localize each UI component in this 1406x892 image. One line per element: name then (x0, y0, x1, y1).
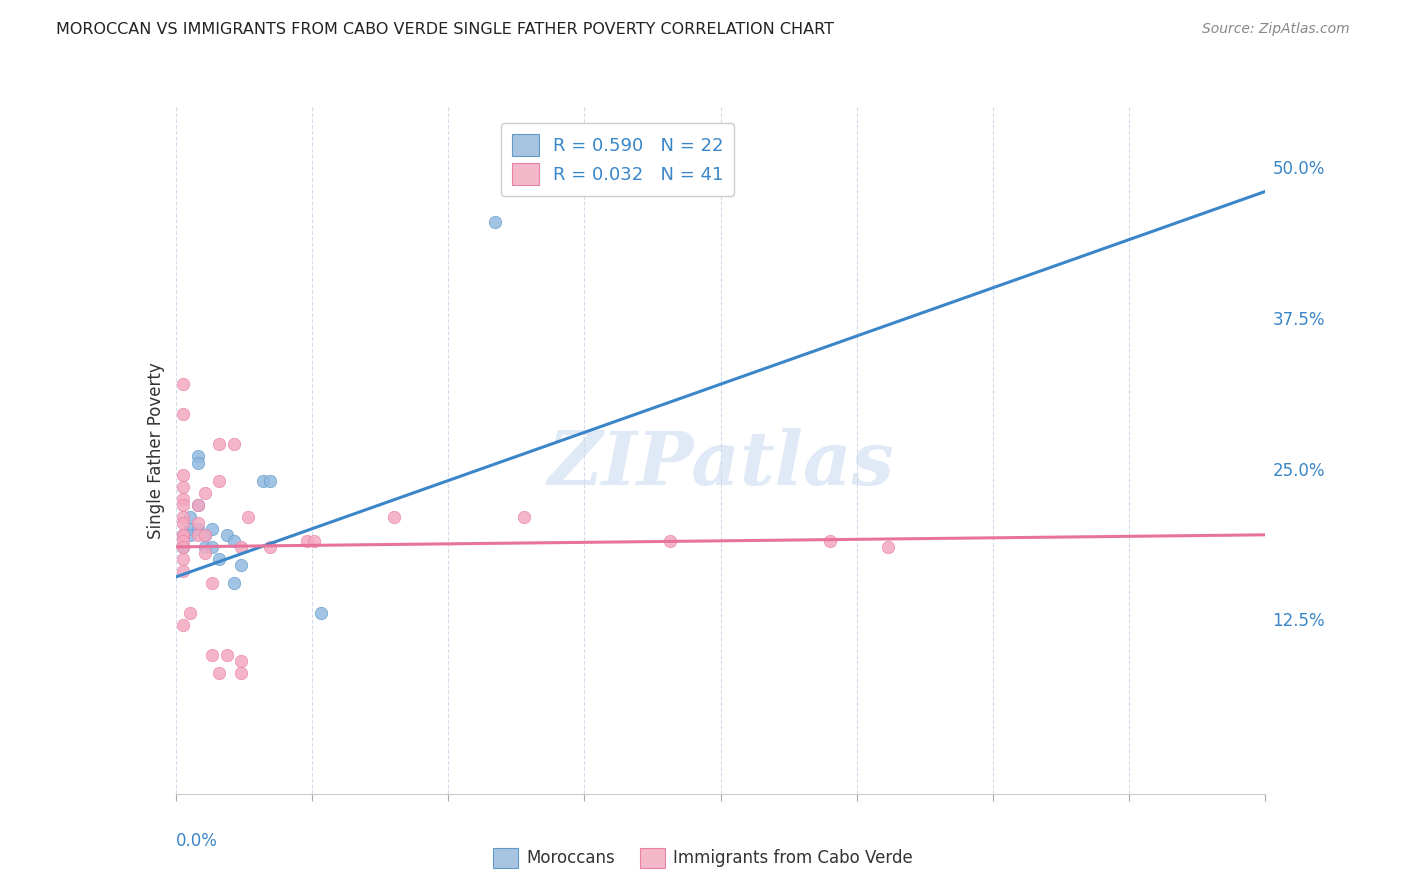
Point (231, 540, 253, 554)
Point (172, 498, 194, 512)
Y-axis label: Single Father Poverty: Single Father Poverty (146, 362, 165, 539)
Point (194, 546, 217, 560)
Point (259, 540, 281, 554)
Legend: Moroccans, Immigrants from Cabo Verde: Moroccans, Immigrants from Cabo Verde (486, 841, 920, 875)
Text: MOROCCAN VS IMMIGRANTS FROM CABO VERDE SINGLE FATHER POVERTY CORRELATION CHART: MOROCCAN VS IMMIGRANTS FROM CABO VERDE S… (56, 22, 834, 37)
Point (513, 509, 536, 524)
Point (172, 540, 194, 554)
Point (194, 540, 217, 554)
Text: 0.0%: 0.0% (176, 831, 218, 850)
Point (172, 491, 194, 506)
Legend: R = 0.590   N = 22, R = 0.032   N = 41: R = 0.590 N = 22, R = 0.032 N = 41 (501, 123, 734, 196)
Point (172, 540, 194, 554)
Point (172, 480, 194, 494)
Point (172, 377, 194, 392)
Point (186, 522, 209, 536)
Point (309, 606, 332, 620)
Point (222, 533, 245, 548)
Point (172, 533, 194, 548)
Point (172, 552, 194, 566)
Point (222, 437, 245, 451)
Point (208, 437, 231, 451)
Point (208, 666, 231, 681)
Point (172, 528, 194, 542)
Point (186, 450, 209, 464)
Point (238, 509, 260, 524)
Point (186, 498, 209, 512)
Point (259, 474, 281, 488)
Point (302, 533, 325, 548)
Text: Source: ZipAtlas.com: Source: ZipAtlas.com (1202, 22, 1350, 37)
Point (208, 474, 231, 488)
Point (179, 509, 201, 524)
Point (231, 654, 253, 668)
Point (186, 456, 209, 470)
Point (172, 467, 194, 482)
Point (201, 522, 224, 536)
Point (172, 509, 194, 524)
Point (231, 558, 253, 572)
Point (194, 485, 217, 500)
Point (194, 528, 217, 542)
Point (179, 528, 201, 542)
Point (172, 528, 194, 542)
Point (201, 648, 224, 663)
Point (201, 540, 224, 554)
Point (186, 498, 209, 512)
Point (194, 528, 217, 542)
Point (295, 533, 318, 548)
Point (208, 552, 231, 566)
Text: ZIPatlas: ZIPatlas (547, 428, 894, 500)
Point (215, 528, 238, 542)
Point (382, 509, 405, 524)
Point (186, 516, 209, 530)
Point (215, 648, 238, 663)
Point (179, 522, 201, 536)
Point (222, 576, 245, 591)
Point (818, 533, 841, 548)
Point (658, 533, 681, 548)
Point (252, 474, 274, 488)
Point (172, 564, 194, 578)
Point (172, 407, 194, 421)
Point (186, 528, 209, 542)
Point (172, 528, 194, 542)
Point (179, 606, 201, 620)
Point (484, 214, 506, 228)
Point (201, 576, 224, 591)
Point (172, 516, 194, 530)
Point (172, 618, 194, 632)
Point (876, 540, 898, 554)
Point (231, 666, 253, 681)
